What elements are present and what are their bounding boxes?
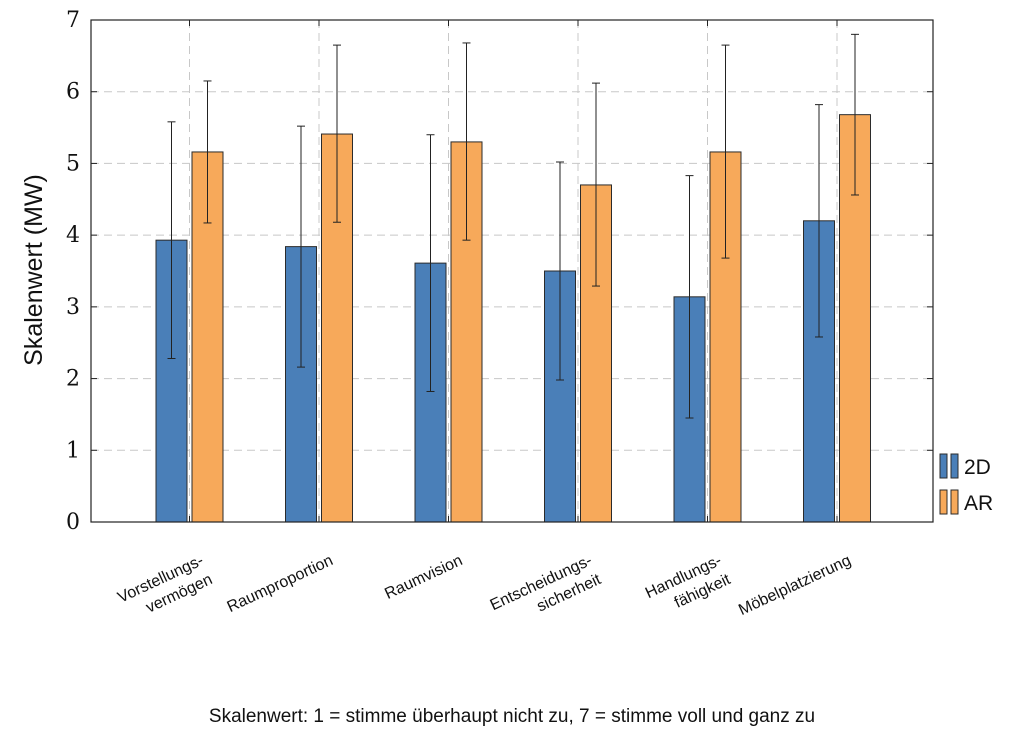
x-category-line: Möbelplatzierung: [736, 552, 854, 619]
y-tick-label: 5: [66, 151, 80, 176]
y-tick-label: 4: [66, 223, 80, 248]
x-category-label: Möbelplatzierung: [736, 552, 854, 619]
x-category-label: Entscheidungs-sicherheit: [488, 552, 605, 615]
y-tick-label: 3: [66, 295, 80, 320]
y-tick-label: 6: [66, 80, 80, 105]
legend-swatch-2d: [950, 453, 959, 479]
x-category-label: Vorstellungs-vermögen: [115, 552, 215, 617]
legend-swatch-ar: [939, 489, 948, 515]
legend-swatch-ar: [950, 489, 959, 515]
scale-caption: Skalenwert: 1 = stimme überhaupt nicht z…: [208, 706, 816, 727]
x-category-label: Raumvision: [382, 552, 465, 603]
x-category-line: Raumproportion: [225, 552, 336, 616]
x-category-label: Raumproportion: [225, 552, 336, 616]
legend-swatch-2d: [939, 453, 948, 479]
y-tick-label: 1: [66, 438, 80, 463]
y-tick-label: 0: [66, 510, 80, 535]
x-category-label: Handlungs-fähigkeit: [643, 552, 734, 612]
legend-label-2d: 2D: [964, 456, 991, 479]
y-axis-title: Skalenwert (MW): [20, 174, 48, 366]
legend: 2D AR: [939, 453, 993, 515]
y-tick-label: 7: [66, 8, 80, 33]
y-tick-label: 2: [66, 367, 80, 392]
plot-frame: [90, 19, 934, 523]
legend-label-ar: AR: [964, 492, 993, 515]
grid-layer: [91, 20, 933, 522]
bar-layer: [155, 33, 871, 523]
x-category-line: Raumvision: [382, 552, 465, 603]
